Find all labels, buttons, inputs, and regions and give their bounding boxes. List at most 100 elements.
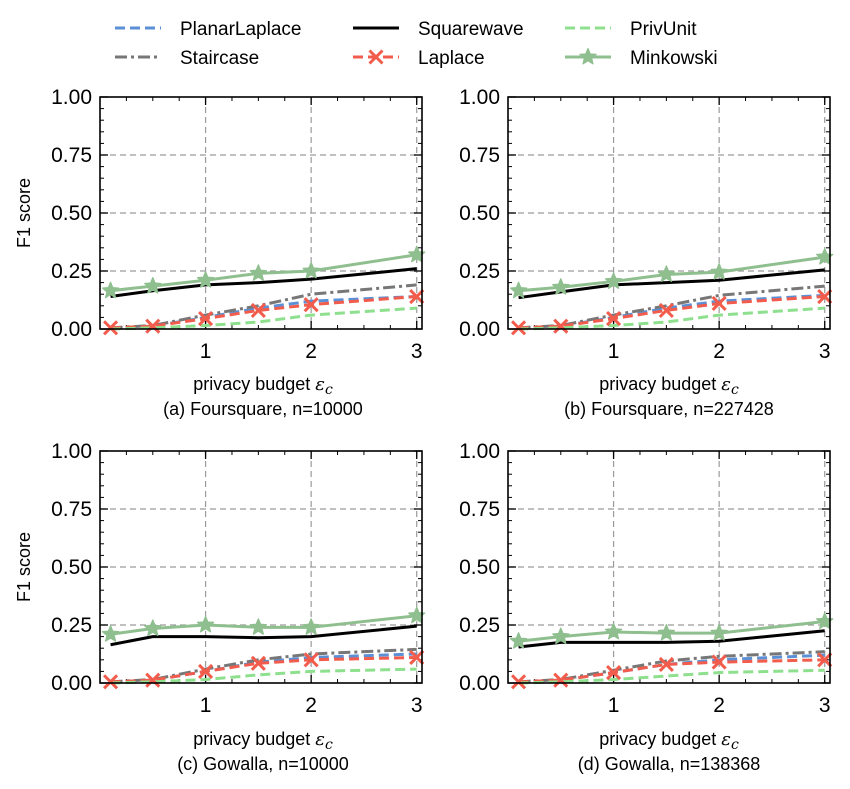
plot-frame [507, 96, 831, 330]
x-axis-label: privacy budget εc [193, 374, 333, 398]
x-axis-label: privacy budget εc [599, 729, 739, 753]
data-point-laplace [250, 302, 266, 319]
series-line-squarewave [110, 267, 417, 299]
legend-label: Staircase [180, 48, 259, 69]
data-point-minkowski [710, 624, 728, 641]
data-point-minkowski [196, 271, 215, 288]
data-point-laplace [658, 302, 674, 319]
y-axis-label: F1 score [14, 532, 34, 602]
plot-frame [99, 450, 423, 684]
series-line-minkowski [518, 255, 825, 293]
series-line-minkowski [110, 614, 417, 636]
panel-caption: (d) Gowalla, n=138368 [578, 754, 761, 774]
data-point-laplace [303, 297, 319, 313]
legend-item-squarewave: Squarewave [353, 19, 524, 40]
legend: PlanarLaplace Staircase Squarewave Laplace P… [115, 19, 718, 69]
y-tick-label: 1.00 [51, 440, 92, 463]
series-line-minkowski [110, 253, 417, 293]
series-line-staircase [518, 650, 825, 684]
x-axis-label: privacy budget εc [599, 374, 739, 398]
data-point-minkowski [604, 272, 623, 289]
y-tick-label: 0.00 [51, 672, 92, 695]
series-line-privunit [110, 306, 417, 331]
data-point-laplace [817, 652, 833, 668]
data-point-laplace [510, 320, 527, 336]
data-point-minkowski [408, 606, 426, 624]
legend-label: PrivUnit [630, 19, 697, 40]
data-point-laplace [409, 649, 425, 666]
y-tick-label: 0.25 [51, 260, 92, 283]
chart-panel-1: 0.00 0.25 0.50 0.75 1.00 1 2 3 privacy budget εc… [14, 86, 426, 419]
data-point-laplace [102, 320, 119, 336]
series-line-privunit [110, 667, 417, 685]
data-point-minkowski [302, 618, 320, 635]
x-tick-label: 1 [200, 340, 212, 363]
y-tick-label: 0.25 [459, 614, 500, 637]
legend-label: PlanarLaplace [180, 19, 301, 40]
panel-caption: (b) Foursquare, n=227428 [564, 399, 774, 419]
data-point-laplace [658, 656, 674, 673]
y-tick-label: 0.50 [51, 202, 92, 225]
x-tick-label: 3 [819, 694, 831, 717]
series-line-staircase [110, 647, 417, 684]
x-tick-label: 2 [305, 694, 317, 717]
series-line-laplace [110, 295, 417, 330]
data-point-minkowski [101, 281, 120, 299]
x-tick-label: 3 [411, 694, 423, 717]
data-point-laplace [409, 288, 425, 305]
data-point-laplace [711, 654, 727, 670]
data-point-minkowski [710, 263, 728, 280]
legend-item-planarlaplace: PlanarLaplace [115, 19, 301, 40]
y-tick-label: 0.75 [51, 144, 92, 167]
legend-item-minkowski: Minkowski [565, 47, 718, 69]
x-tick-label: 1 [608, 340, 620, 363]
legend-marker [579, 47, 597, 65]
series-line-minkowski [518, 620, 825, 643]
data-point-laplace [145, 672, 161, 688]
data-point-minkowski [657, 265, 676, 282]
data-point-minkowski [101, 625, 120, 642]
y-tick-label: 0.75 [51, 498, 92, 521]
data-point-minkowski [408, 245, 426, 263]
series-line-privunit [518, 668, 825, 685]
data-point-laplace [553, 318, 569, 334]
legend-item-privunit: PrivUnit [565, 19, 697, 40]
data-point-minkowski [604, 622, 623, 640]
data-point-laplace [553, 672, 569, 688]
y-tick-label: 0.00 [459, 318, 500, 341]
panel-caption: (a) Foursquare, n=10000 [163, 399, 363, 419]
data-point-minkowski [249, 264, 268, 281]
data-point-laplace [145, 318, 161, 334]
plot-frame [99, 96, 423, 330]
data-point-laplace [606, 664, 622, 681]
y-tick-label: 0.75 [459, 144, 500, 167]
x-tick-label: 1 [200, 694, 212, 717]
data-point-laplace [198, 310, 214, 327]
chart-panel-2: 0.00 0.25 0.50 0.75 1.00 1 2 3 privacy budget εc… [459, 86, 834, 419]
y-tick-label: 0.00 [51, 318, 92, 341]
data-point-laplace [250, 655, 266, 671]
x-tick-label: 2 [713, 340, 725, 363]
legend-item-laplace: Laplace [353, 48, 485, 69]
series-line-laplace [518, 658, 825, 684]
data-point-minkowski [816, 612, 834, 630]
y-axis-label: F1 score [14, 178, 34, 248]
y-tick-label: 1.00 [459, 440, 500, 463]
data-point-laplace [817, 288, 833, 305]
legend-label: Squarewave [418, 19, 524, 40]
y-tick-label: 0.50 [459, 556, 500, 579]
series-line-staircase [110, 283, 417, 330]
data-point-laplace [510, 674, 527, 690]
legend-item-staircase: Staircase [115, 48, 259, 69]
series-line-laplace [110, 655, 417, 684]
data-point-laplace [198, 663, 214, 679]
x-axis-label: privacy budget εc [193, 729, 333, 753]
x-tick-label: 3 [819, 340, 831, 363]
y-tick-label: 1.00 [51, 86, 92, 109]
series-line-staircase [518, 284, 825, 330]
data-point-laplace [606, 310, 622, 327]
data-point-minkowski [816, 247, 834, 265]
x-tick-label: 2 [305, 340, 317, 363]
x-tick-label: 2 [713, 694, 725, 717]
